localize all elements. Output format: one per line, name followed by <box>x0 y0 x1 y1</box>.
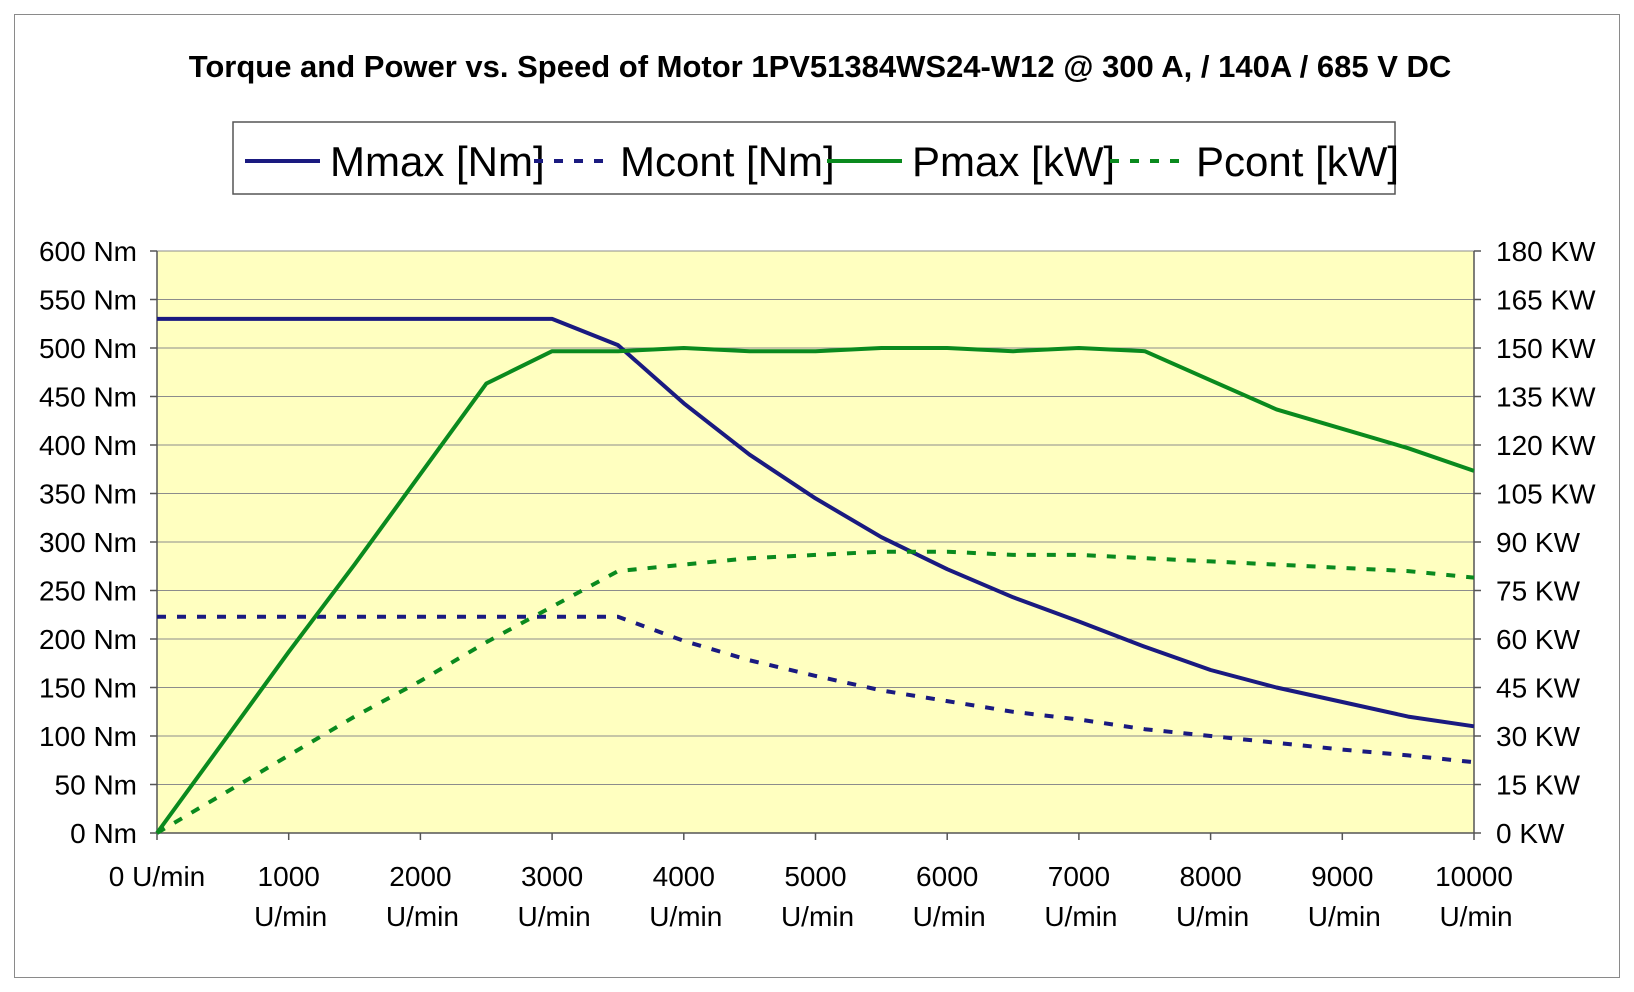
y2-tick-label-5: 75 KW <box>1496 576 1581 607</box>
x-tick-label-5: 5000 <box>784 861 846 892</box>
x-tick-unit-2: U/min <box>386 901 459 932</box>
x-tick-label-1: 1000 <box>258 861 320 892</box>
y-tick-label-10: 500 Nm <box>39 333 137 364</box>
y2-tick-label-1: 15 KW <box>1496 770 1581 801</box>
x-tick-label-10: 10000 <box>1435 861 1513 892</box>
y-tick-label-2: 100 Nm <box>39 721 137 752</box>
y2-tick-label-7: 105 KW <box>1496 479 1596 510</box>
x-tick-unit-4: U/min <box>649 901 722 932</box>
y-tick-label-8: 400 Nm <box>39 430 137 461</box>
series-line-2 <box>155 346 1475 835</box>
y-tick-label-5: 250 Nm <box>39 576 137 607</box>
x-tick-label-3: 3000 <box>521 861 583 892</box>
x-tick-label-8: 8000 <box>1179 861 1241 892</box>
legend-label-mmax: Mmax [Nm] <box>330 138 545 185</box>
x-tick-unit-9: U/min <box>1308 901 1381 932</box>
tick-labels: 0 Nm 50 Nm 100 Nm 150 Nm 200 Nm 250 Nm 300 Nm 3… <box>39 236 1596 932</box>
y-tick-label-1: 50 Nm <box>55 770 137 801</box>
legend-label-mcont: Mcont [Nm] <box>620 138 835 185</box>
y2-tick-label-0: 0 KW <box>1496 818 1565 849</box>
x-tick-unit-7: U/min <box>1044 901 1117 932</box>
chart-title: Torque and Power vs. Speed of Motor 1PV5… <box>189 49 1452 84</box>
y-tick-label-4: 200 Nm <box>39 624 137 655</box>
legend: Mmax [Nm] Mcont [Nm] Pmax [kW] Pcont [kW… <box>232 121 1399 195</box>
x-tick-unit-10: U/min <box>1439 901 1512 932</box>
gridlines <box>157 250 1474 785</box>
x-tick-label-4: 4000 <box>653 861 715 892</box>
axes <box>150 250 1481 840</box>
x-tick-label-9: 9000 <box>1311 861 1373 892</box>
y-tick-label-12: 600 Nm <box>39 236 137 267</box>
y2-tick-label-2: 30 KW <box>1496 721 1581 752</box>
y-tick-label-0: 0 Nm <box>70 818 137 849</box>
x-tick-unit-1: U/min <box>254 901 327 932</box>
y2-tick-label-10: 150 KW <box>1496 333 1596 364</box>
legend-box <box>232 121 1396 195</box>
legend-label-pmax: Pmax [kW] <box>912 138 1115 185</box>
series-line-1 <box>157 614 1475 765</box>
x-tick-label-0: 0 U/min <box>109 861 205 892</box>
series-line-0 <box>157 316 1475 729</box>
y-tick-label-3: 150 Nm <box>39 673 137 704</box>
y2-tick-label-8: 120 KW <box>1496 430 1596 461</box>
y2-tick-label-3: 45 KW <box>1496 673 1581 704</box>
y-tick-label-7: 350 Nm <box>39 479 137 510</box>
x-tick-label-6: 6000 <box>916 861 978 892</box>
x-tick-unit-8: U/min <box>1176 901 1249 932</box>
x-tick-unit-5: U/min <box>781 901 854 932</box>
legend-label-pcont: Pcont [kW] <box>1196 138 1399 185</box>
y2-tick-label-6: 90 KW <box>1496 527 1581 558</box>
y-tick-label-9: 450 Nm <box>39 382 137 413</box>
x-tick-label-2: 2000 <box>389 861 451 892</box>
y-tick-label-11: 550 Nm <box>39 285 137 316</box>
x-tick-unit-6: U/min <box>913 901 986 932</box>
y-tick-label-6: 300 Nm <box>39 527 137 558</box>
series-line-3 <box>155 549 1475 835</box>
series-lines <box>155 316 1475 835</box>
y2-tick-label-4: 60 KW <box>1496 624 1581 655</box>
x-tick-unit-3: U/min <box>518 901 591 932</box>
y2-tick-label-12: 180 KW <box>1496 236 1596 267</box>
y2-tick-label-9: 135 KW <box>1496 382 1596 413</box>
y2-tick-label-11: 165 KW <box>1496 285 1596 316</box>
x-tick-label-7: 7000 <box>1048 861 1110 892</box>
